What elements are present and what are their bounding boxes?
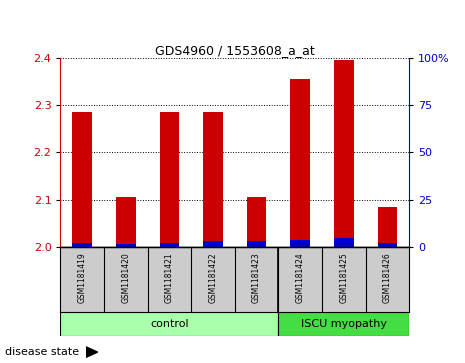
Text: GSM1181426: GSM1181426 (383, 252, 392, 303)
Bar (334, 238, 353, 247)
Text: GSM1181423: GSM1181423 (252, 252, 261, 303)
Bar (279, 312, 409, 336)
Bar (378, 243, 397, 247)
Bar (159, 243, 179, 247)
Text: control: control (150, 319, 189, 329)
Text: GSM1181419: GSM1181419 (78, 252, 87, 303)
Bar (378, 207, 397, 247)
Text: GSM1181420: GSM1181420 (121, 252, 130, 303)
Bar (247, 197, 266, 247)
Text: GSM1181421: GSM1181421 (165, 252, 174, 303)
Bar (247, 241, 266, 247)
Bar (159, 112, 179, 247)
Text: GSM1181425: GSM1181425 (339, 252, 348, 303)
Bar (60, 312, 279, 336)
Title: GDS4960 / 1553608_a_at: GDS4960 / 1553608_a_at (155, 44, 315, 57)
Text: GSM1181422: GSM1181422 (208, 252, 218, 303)
Bar (116, 197, 136, 247)
Text: disease state: disease state (5, 347, 79, 357)
Polygon shape (86, 347, 98, 357)
Bar (291, 79, 310, 247)
Bar (203, 241, 223, 247)
Bar (116, 245, 136, 247)
Bar (291, 240, 310, 247)
Bar (334, 60, 353, 247)
Bar (73, 243, 92, 247)
Text: ISCU myopathy: ISCU myopathy (301, 319, 387, 329)
Bar (73, 112, 92, 247)
Text: GSM1181424: GSM1181424 (296, 252, 305, 303)
Bar (203, 112, 223, 247)
